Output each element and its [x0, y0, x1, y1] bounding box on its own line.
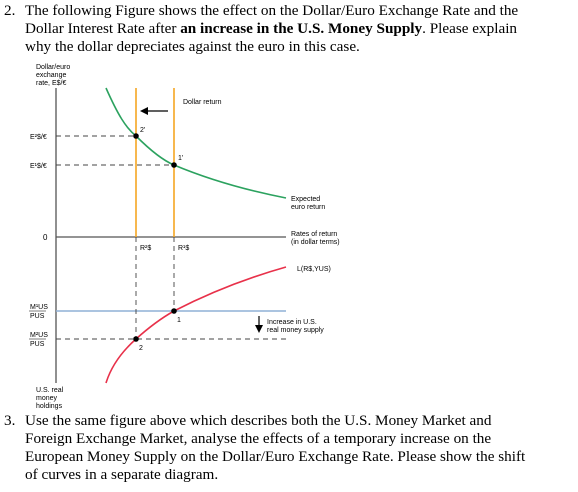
- question-3-number: 3.: [4, 412, 16, 429]
- question-2-line-1: The following Figure shows the effect on…: [25, 2, 519, 19]
- expected-euro-return-curve: [105, 87, 287, 199]
- question-2-line-2-end: . Please explain: [422, 20, 518, 37]
- rates-of-return-label-line-1: Rates of return: [291, 231, 337, 238]
- question-3-line-1: Use the same figure above which describe…: [25, 412, 492, 429]
- increase-label-line-2: real money supply: [267, 327, 324, 334]
- increase-label-line-1: Increase in U.S.: [267, 319, 317, 326]
- R1-label: R¹$: [178, 245, 189, 252]
- point-2-label: 2: [139, 345, 143, 352]
- rates-of-return-label-line-2: (in dollar terms): [291, 239, 340, 246]
- tick-M2-bottom: PUS: [30, 341, 45, 348]
- tick-M1-bottom: PUS: [30, 313, 45, 320]
- tick-E1: E¹$/€: [30, 163, 47, 170]
- point-2prime-label: 2': [140, 127, 145, 134]
- question-2-line-3: why the dollar depreciates against the e…: [25, 38, 360, 55]
- question-3-line-3: European Money Supply on the Dollar/Euro…: [25, 448, 526, 465]
- tick-zero: 0: [43, 233, 48, 242]
- tick-M1-top: M¹US: [30, 304, 48, 311]
- dashed-guides: [56, 135, 286, 340]
- question-3-line-4: of curves in a separate diagram.: [25, 466, 219, 483]
- point-1prime-marker: [171, 162, 177, 168]
- point-2prime-marker: [133, 133, 139, 139]
- question-2-line-2: Dollar Interest Rate after an increase i…: [25, 20, 518, 38]
- left-shift-arrow: [140, 107, 168, 115]
- question-3-line-2: Foreign Exchange Market, analyse the eff…: [25, 430, 492, 447]
- R2-label: R²$: [140, 245, 151, 252]
- bottom-axis-label-line-2: money: [36, 395, 58, 402]
- question-2-line-2-start: Dollar Interest Rate after: [25, 20, 181, 37]
- point-1-marker: [171, 308, 177, 314]
- dollar-return-label: Dollar return: [183, 99, 222, 106]
- y-axis-label-line-1: Dollar/euro: [36, 64, 70, 71]
- question-2-number: 2.: [4, 2, 16, 19]
- money-demand-curve: [105, 266, 287, 384]
- question-2-bold-phrase: an increase in the U.S. Money Supply: [180, 20, 423, 37]
- point-2-marker: [133, 336, 139, 342]
- y-axis-label-line-3: rate, E$/€: [36, 80, 66, 87]
- expected-return-label-line-2: euro return: [291, 204, 325, 211]
- bottom-axis-label-line-3: holdings: [36, 403, 63, 410]
- point-1-label: 1: [177, 317, 181, 324]
- point-1prime-label: 1': [178, 155, 183, 162]
- down-shift-arrow: [255, 316, 263, 333]
- expected-return-label-line-1: Expected: [291, 196, 320, 203]
- money-demand-label: L(R$,YUS): [297, 266, 331, 273]
- y-axis-label-line-2: exchange: [36, 72, 66, 79]
- tick-E2: E²$/€: [30, 134, 47, 141]
- tick-M2-top: M²US: [30, 332, 48, 339]
- question-2-text: The following Figure shows the effect on…: [25, 2, 518, 56]
- bottom-axis-label-line-1: U.S. real: [36, 387, 64, 394]
- question-3-text: Use the same figure above which describe…: [25, 412, 525, 484]
